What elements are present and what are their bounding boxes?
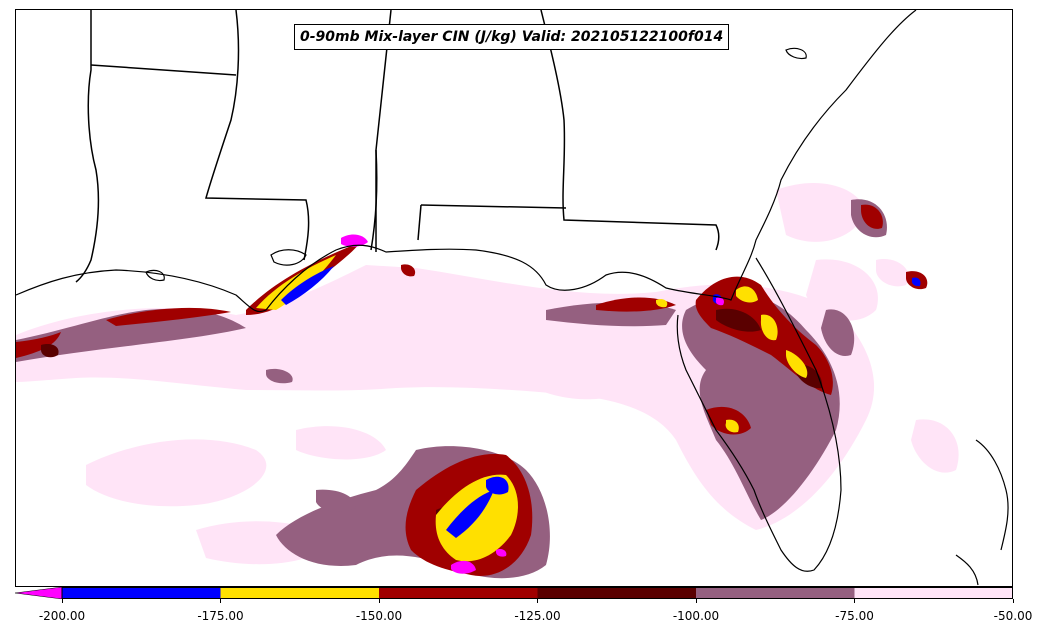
colorbar-tick-label: -175.00 bbox=[197, 609, 244, 623]
colorbar-segment bbox=[62, 587, 221, 599]
map-title: 0-90mb Mix-layer CIN (J/kg) Valid: 20210… bbox=[294, 24, 730, 50]
colorbar-tick-mark bbox=[61, 599, 63, 603]
colorbar-tick-mark bbox=[1012, 599, 1014, 603]
colorbar-segment bbox=[220, 587, 380, 599]
colorbar-tick-label: -50.00 bbox=[993, 609, 1033, 623]
colorbar-tick-label: -200.00 bbox=[38, 609, 86, 623]
colorbar-tick-mark bbox=[695, 599, 697, 603]
coastline bbox=[16, 10, 1009, 586]
cin-field-map bbox=[16, 10, 1009, 586]
colorbar-segment bbox=[379, 587, 538, 599]
map-panel: 0-90mb Mix-layer CIN (J/kg) Valid: 20210… bbox=[15, 9, 1013, 587]
state-borders bbox=[75, 10, 720, 283]
colorbar-segments bbox=[62, 587, 1013, 599]
colorbar-tick-label: -75.00 bbox=[835, 609, 874, 623]
colorbar-tick-mark bbox=[220, 599, 221, 603]
colorbar-tick-mark bbox=[854, 599, 855, 603]
cin-magenta-regions bbox=[341, 234, 725, 574]
colorbar-segment bbox=[696, 587, 855, 599]
colorbar-tick-label: -150.00 bbox=[355, 609, 403, 623]
colorbar-tick-mark bbox=[537, 599, 538, 603]
colorbar-segment bbox=[854, 587, 1013, 599]
colorbar-tick-label: -125.00 bbox=[514, 609, 561, 623]
colorbar bbox=[15, 587, 1013, 599]
colorbar-extend-triangle bbox=[15, 587, 63, 599]
colorbar-tick-label: -100.00 bbox=[672, 609, 720, 623]
colorbar-segment bbox=[537, 587, 697, 599]
colorbar-tick-mark bbox=[378, 599, 380, 603]
